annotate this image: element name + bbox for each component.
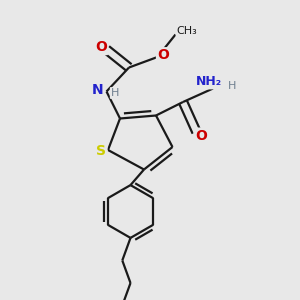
Text: CH₃: CH₃: [176, 26, 197, 36]
Text: N: N: [92, 83, 103, 97]
Text: O: O: [157, 48, 169, 62]
Text: S: S: [96, 144, 106, 158]
Text: O: O: [95, 40, 107, 54]
Text: H: H: [227, 80, 236, 91]
Text: NH₂: NH₂: [195, 75, 222, 88]
Text: O: O: [195, 129, 207, 142]
Text: H: H: [111, 88, 119, 98]
